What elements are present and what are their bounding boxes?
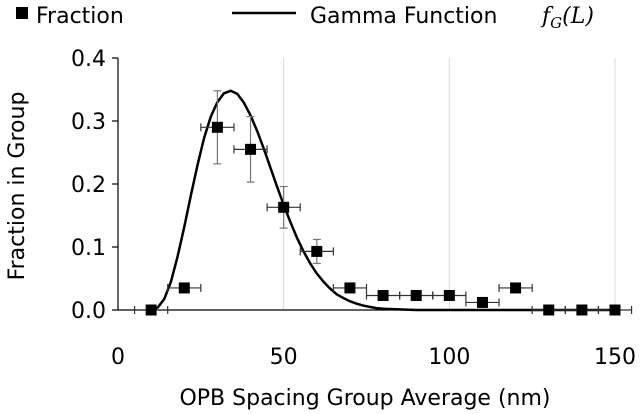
- fraction-marker: [311, 245, 323, 257]
- x-tick-label: 100: [428, 345, 470, 370]
- data-point: [399, 290, 434, 302]
- legend-fraction-label: Fraction: [36, 4, 124, 29]
- fraction-marker: [278, 201, 290, 213]
- fraction-marker: [145, 304, 157, 316]
- x-axis-title: OPB Spacing Group Average (nm): [179, 386, 550, 411]
- fraction-marker: [211, 121, 223, 133]
- legend-fraction-marker: [16, 7, 28, 19]
- y-tick-label: 0.1: [71, 236, 106, 261]
- data-point: [564, 304, 600, 316]
- data-point: [465, 296, 500, 308]
- fraction-marker: [377, 290, 389, 302]
- data-point: [299, 238, 334, 264]
- data-point: [233, 115, 268, 183]
- tick-labels: 0.0 0.1 0.2 0.3 0.4 0 50 100 150: [71, 47, 636, 370]
- fraction-marker: [178, 282, 190, 294]
- fraction-marker: [510, 282, 522, 294]
- fraction-marker: [576, 304, 588, 316]
- data-point: [597, 304, 633, 316]
- data-point: [332, 282, 368, 294]
- data-point: [133, 304, 169, 316]
- fraction-marker: [609, 304, 621, 316]
- legend-gamma-math: fG(L): [540, 4, 594, 32]
- data-point: [432, 290, 467, 302]
- data-point: [200, 90, 235, 165]
- x-tick-label: 50: [270, 345, 298, 370]
- y-tick-label: 0.3: [71, 110, 106, 135]
- fraction-marker: [245, 143, 257, 155]
- fraction-marker: [443, 290, 455, 302]
- legend: Fraction Gamma Function fG(L): [16, 4, 594, 32]
- data-point: [365, 290, 401, 302]
- fraction-marker: [344, 282, 356, 294]
- fraction-marker: [543, 304, 555, 316]
- x-tick-label: 0: [111, 345, 125, 370]
- y-axis-title: Fraction in Group: [5, 92, 30, 281]
- data-point: [266, 185, 301, 229]
- fraction-marker: [476, 296, 488, 308]
- y-tick-label: 0.2: [71, 173, 106, 198]
- x-tick-label: 150: [594, 345, 636, 370]
- data-point: [167, 282, 202, 294]
- y-tick-label: 0.0: [71, 299, 106, 324]
- fraction-points-layer: [133, 90, 633, 316]
- fraction-marker: [410, 290, 422, 302]
- y-tick-label: 0.4: [71, 47, 106, 72]
- grid: [283, 58, 616, 310]
- data-point: [498, 282, 533, 294]
- legend-gamma-label: Gamma Function: [310, 4, 497, 29]
- data-point: [531, 304, 566, 316]
